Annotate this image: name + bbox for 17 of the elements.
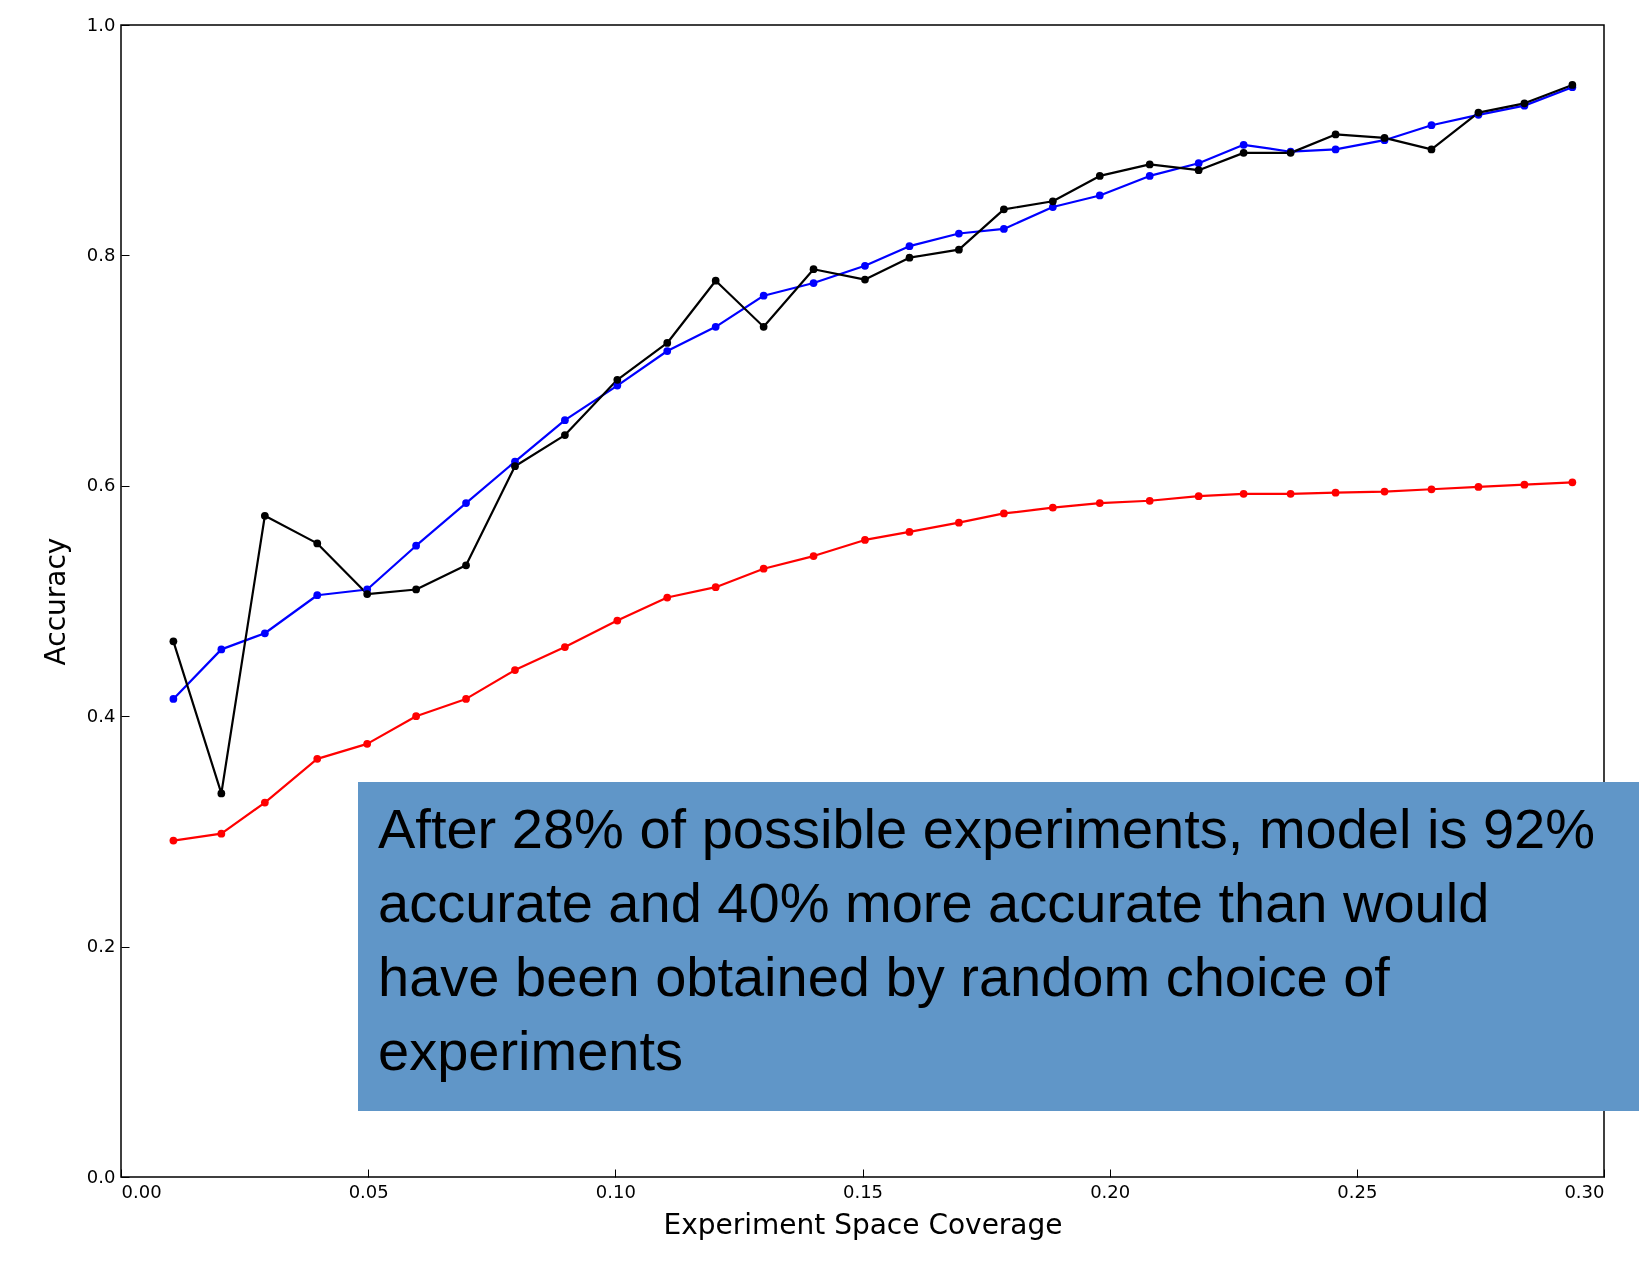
text-box: After 28% of possible experiments, model is 92% accurate and 40% more accurate than would have been obtained by random choice of experiments: [358, 782, 1639, 1111]
x-tick-label: 0.20: [1090, 1180, 1131, 1202]
y-tick-label: 0.0: [86, 1165, 116, 1187]
y-tick-label: 0.8: [86, 243, 116, 265]
y-axis-title: Accuracy: [38, 537, 72, 666]
y-tick-label: 0.2: [86, 935, 116, 957]
x-tick-label: 0.30: [1564, 1180, 1605, 1202]
x-tick-label: 0.25: [1337, 1180, 1378, 1202]
y-tick-label: 0.6: [86, 474, 116, 496]
x-tick-label: 0.10: [595, 1180, 636, 1202]
x-axis-title: Experiment Space Coverage: [663, 1207, 1063, 1241]
annotation: After 28% of possible experiments, model is 92% accurate and 40% more accurate than would have been obtained by random choice of experiments: [378, 796, 1597, 1084]
x-tick-label: 0.05: [348, 1180, 389, 1202]
x-tick-label: 0.15: [842, 1180, 884, 1202]
x-tick-label: 0.00: [121, 1180, 162, 1202]
y-tick-label: 0.4: [86, 704, 116, 726]
y-tick-label: 1.0: [86, 13, 116, 35]
